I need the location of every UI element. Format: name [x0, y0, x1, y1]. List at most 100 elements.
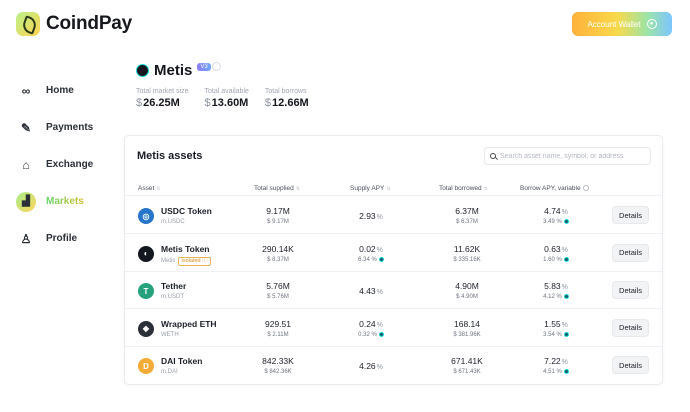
app-name: CoindPay: [46, 13, 133, 34]
details-button[interactable]: Details: [612, 356, 649, 374]
details-button[interactable]: Details: [612, 243, 649, 262]
total-supplied-usd: $ 8.37M: [267, 256, 289, 263]
version-badge: V3: [197, 62, 211, 71]
column-header-borrow-apy[interactable]: Borrow APY, variable: [520, 185, 589, 192]
table-row[interactable]: ◎ USDC Token m.USDC 9.17M $ 9.17M 2.93% 6.37M $…: [125, 197, 662, 234]
asset-symbol-wrap: m.DAI: [161, 369, 178, 375]
asset-token-icon: T: [138, 283, 154, 299]
metis-reward-icon: [378, 331, 384, 337]
stat-label: Total market size: [136, 88, 189, 95]
total-supplied: 929.51: [265, 318, 291, 329]
sidebar-item-profile[interactable]: ♙ Profile: [16, 220, 116, 257]
column-header-total-supplied[interactable]: Total supplied ⇅: [254, 185, 300, 192]
stat-label: Total available: [204, 88, 249, 95]
details-button[interactable]: Details: [612, 318, 649, 337]
total-borrowed-usd: $ 381.96K: [453, 331, 481, 338]
details-button[interactable]: Details: [612, 206, 649, 224]
stat-label: Total borrows: [264, 88, 307, 95]
bank-icon: ⌂: [22, 157, 30, 172]
sidebar-item-label: Exchange: [46, 159, 94, 170]
search-input[interactable]: [500, 152, 650, 160]
total-supplied: 842.33K: [262, 356, 294, 366]
leaf-logo-icon: [16, 12, 40, 36]
total-borrowed-usd: $ 335.16K: [453, 256, 481, 263]
sidebar-item-label: Home: [46, 85, 74, 96]
borrow-incentive: 3.49 %: [516, 219, 596, 225]
total-supplied-usd: $ 842.36K: [264, 369, 292, 375]
metis-logo-icon: [136, 64, 149, 77]
metis-reward-icon: [378, 256, 384, 262]
total-borrowed: 168.14: [454, 318, 480, 329]
sidebar-item-exchange[interactable]: ⌂ Exchange: [16, 146, 116, 183]
asset-name: USDC Token: [161, 206, 212, 216]
info-icon: [582, 185, 589, 191]
market-stats: Total market size $26.25M Total availabl…: [136, 88, 309, 109]
asset-token-icon: D: [138, 358, 154, 374]
asset-symbol-wrap: WETH: [161, 332, 179, 338]
market-title: Metis: [154, 62, 193, 79]
asset-symbol: m.USDT: [161, 294, 184, 300]
borrow-incentive: 4.51 %: [516, 369, 596, 375]
total-supplied: 5.76M: [266, 281, 290, 291]
assets-card: Metis assets Asset⇅ Total supplied⇅ Supp…: [124, 135, 663, 385]
table-row[interactable]: T Tether m.USDT 5.76M $ 5.76M 4.43% 4.90M $ 4.9…: [125, 272, 662, 309]
total-borrowed-usd: $ 6.37M: [456, 219, 478, 225]
account-wallet-button[interactable]: Account Wallet ●: [572, 12, 672, 36]
table-header: Asset ⇅ Total supplied ⇅ Supply APY ⇅ Total…: [125, 182, 662, 196]
borrow-apy: 1.55%: [544, 318, 568, 329]
asset-name: Wrapped ETH: [161, 318, 217, 329]
borrow-apy: 7.22%: [544, 356, 568, 366]
total-borrowed: 671.41K: [451, 356, 483, 366]
app-logo[interactable]: CoindPay: [16, 12, 132, 36]
asset-symbol: m.USDC: [161, 219, 185, 225]
total-supplied: 9.17M: [266, 206, 290, 216]
market-header: Metis V3: [136, 62, 221, 79]
asset-token-icon: ◎: [138, 208, 154, 224]
borrow-apy: 4.74%: [544, 206, 568, 216]
sidebar-nav: ∞ Home ✎ Payments ⌂ Exchange ▟ Markets ♙…: [16, 72, 116, 257]
borrow-incentive: 1.60 %: [516, 256, 596, 263]
search-icon: [490, 153, 496, 159]
stat-total-borrows: Total borrows $12.66M: [265, 88, 309, 109]
total-borrowed: 4.90M: [455, 281, 479, 291]
table-row[interactable]: D DAI Token m.DAI 842.33K $ 842.36K 4.26% 671.…: [125, 347, 662, 384]
asset-symbol: WETH: [161, 331, 179, 338]
sidebar-item-home[interactable]: ∞ Home: [16, 72, 116, 109]
supply-incentive: 0.32 %: [331, 331, 411, 338]
total-borrowed-usd: $ 4.90M: [456, 294, 478, 300]
market-selector-icon[interactable]: [211, 62, 221, 71]
asset-name: DAI Token: [161, 356, 203, 366]
asset-symbol: m.DAI: [161, 369, 178, 375]
asset-symbol-wrap: m.USDC: [161, 219, 185, 225]
metis-reward-icon: [563, 331, 569, 337]
asset-name: Tether: [161, 281, 187, 291]
sidebar-item-label: Markets: [46, 196, 84, 207]
column-header-asset[interactable]: Asset ⇅: [138, 185, 161, 192]
table-row[interactable]: ◆ Wrapped ETH WETH 929.51 $ 2.11M 0.24% 0.32 %…: [125, 310, 662, 347]
asset-name: Metis Token: [161, 243, 210, 254]
total-supplied: 290.14K: [262, 243, 294, 254]
stat-total-available: Total available $13.60M: [205, 88, 249, 109]
infinity-icon: ∞: [21, 83, 31, 98]
supply-apy: 2.93%: [359, 211, 383, 221]
asset-symbol-wrap: Metis Isolated ⓘ: [161, 256, 211, 266]
total-supplied-usd: $ 9.17M: [267, 219, 289, 225]
total-supplied-usd: $ 5.76M: [267, 294, 289, 300]
stat-value: $13.60M: [204, 97, 249, 109]
wallet-button-label: Account Wallet: [587, 19, 641, 29]
card-title: Metis assets: [137, 150, 203, 162]
details-button[interactable]: Details: [612, 281, 649, 299]
asset-search[interactable]: [484, 147, 651, 165]
sidebar-item-payments[interactable]: ✎ Payments: [16, 109, 116, 146]
metis-reward-icon: [563, 256, 569, 262]
isolated-badge[interactable]: Isolated ⓘ: [178, 256, 211, 266]
asset-token-icon: ◆: [138, 320, 154, 337]
column-header-total-borrowed[interactable]: Total borrowed ⇅: [439, 185, 488, 192]
stat-value: $12.66M: [264, 97, 309, 109]
table-row[interactable]: ◐ Metis Token Metis Isolated ⓘ 290.14K $ 8.37…: [125, 235, 662, 272]
column-header-supply-apy[interactable]: Supply APY ⇅: [350, 185, 391, 192]
borrow-apy: 5.83%: [544, 281, 568, 291]
sidebar-item-markets[interactable]: ▟ Markets: [16, 183, 116, 220]
asset-token-icon: ◐: [138, 245, 154, 262]
borrow-incentive: 4.12 %: [516, 294, 596, 300]
